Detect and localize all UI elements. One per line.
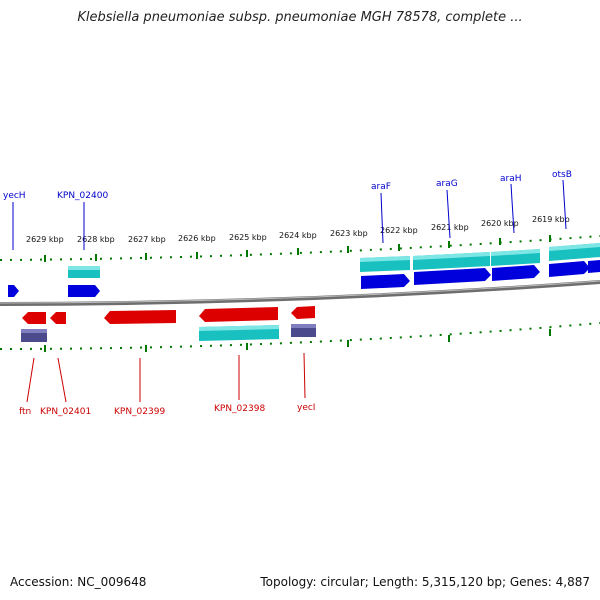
forward-features (8, 243, 600, 297)
gene-arrow (492, 265, 540, 281)
map-title: Klebsiella pneumoniae subsp. pneumoniae … (77, 10, 523, 25)
gene-label-araF: araF (371, 182, 391, 192)
tick-label: 2627 kbp (128, 235, 166, 244)
tick-labels: 2629 kbp 2628 kbp 2627 kbp 2626 kbp 2625… (26, 215, 570, 244)
gene-arrow (68, 285, 100, 297)
gene-arrow (8, 285, 19, 297)
gene-label-yecI: yecI (297, 403, 315, 413)
tick-label: 2620 kbp (481, 219, 519, 228)
gene-label-araH: araH (500, 174, 522, 184)
major-ticks (44, 235, 551, 352)
gene-arrow (199, 307, 278, 322)
tick-label: 2622 kbp (380, 226, 418, 235)
gene-label-otsB: otsB (552, 170, 572, 180)
gene-arrow (50, 312, 66, 324)
tick-label: 2629 kbp (26, 235, 64, 244)
accession-text: Accession: NC_009648 (10, 575, 147, 589)
tick-label: 2626 kbp (178, 234, 216, 243)
gene-arrow (414, 268, 491, 285)
gene-arrow (22, 312, 46, 324)
gene-arrow (104, 310, 176, 324)
tick-label: 2625 kbp (229, 233, 267, 242)
gene-label-ftn: ftn (19, 407, 31, 417)
top-label-connectors (12, 179, 567, 250)
gene-label-KPN_02400: KPN_02400 (57, 191, 108, 201)
forward-tick-track (0, 235, 600, 261)
gene-arrow (588, 260, 600, 273)
gene-label-araG: araG (436, 179, 458, 189)
bottom-gene-labels: ftn KPN_02401 KPN_02399 KPN_02398 yecI (19, 403, 315, 417)
genome-backbone (0, 280, 600, 306)
gene-label-KPN_02398: KPN_02398 (214, 404, 265, 414)
top-gene-labels: yecH KPN_02400 araF araG araH otsB (3, 170, 572, 201)
gene-arrow (291, 306, 315, 319)
reverse-features (21, 306, 316, 342)
reverse-tick-track (0, 322, 600, 350)
gene-label-KPN_02399: KPN_02399 (114, 407, 165, 417)
gene-label-KPN_02401: KPN_02401 (40, 407, 91, 417)
tick-label: 2624 kbp (279, 231, 317, 240)
gene-arrow (549, 261, 590, 277)
genome-summary-text: Topology: circular; Length: 5,315,120 bp… (260, 575, 590, 589)
bottom-label-connectors (26, 352, 306, 403)
tick-label: 2619 kbp (532, 215, 570, 224)
gene-label-yecH: yecH (3, 191, 26, 201)
tick-label: 2623 kbp (330, 229, 368, 238)
tick-label: 2621 kbp (431, 223, 469, 232)
tick-label: 2628 kbp (77, 235, 115, 244)
gene-arrow (361, 274, 410, 289)
